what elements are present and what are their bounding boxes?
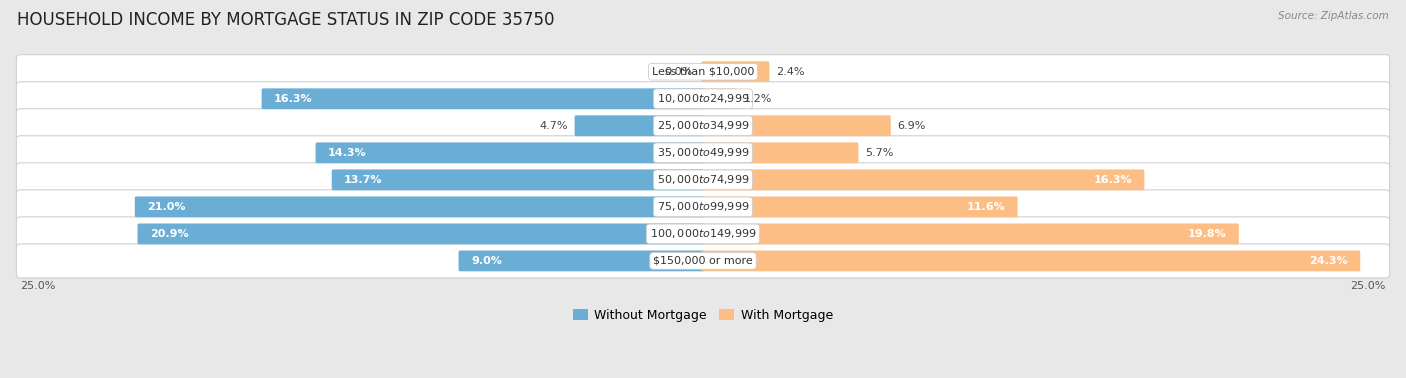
Text: 25.0%: 25.0% <box>1350 281 1385 291</box>
FancyBboxPatch shape <box>17 217 1389 251</box>
Text: 19.8%: 19.8% <box>1188 229 1226 239</box>
FancyBboxPatch shape <box>138 223 704 244</box>
Text: 9.0%: 9.0% <box>471 256 502 266</box>
Text: 20.9%: 20.9% <box>150 229 188 239</box>
FancyBboxPatch shape <box>17 136 1389 170</box>
Text: 21.0%: 21.0% <box>148 202 186 212</box>
Text: $25,000 to $34,999: $25,000 to $34,999 <box>657 119 749 132</box>
FancyBboxPatch shape <box>17 244 1389 278</box>
Text: Source: ZipAtlas.com: Source: ZipAtlas.com <box>1278 11 1389 21</box>
FancyBboxPatch shape <box>17 163 1389 197</box>
FancyBboxPatch shape <box>702 143 859 163</box>
Text: $10,000 to $24,999: $10,000 to $24,999 <box>657 92 749 105</box>
Text: 2.4%: 2.4% <box>776 67 804 77</box>
FancyBboxPatch shape <box>702 61 769 82</box>
Text: 16.3%: 16.3% <box>274 94 312 104</box>
FancyBboxPatch shape <box>135 197 704 217</box>
FancyBboxPatch shape <box>332 169 704 190</box>
Text: 11.6%: 11.6% <box>966 202 1005 212</box>
Text: $35,000 to $49,999: $35,000 to $49,999 <box>657 146 749 159</box>
FancyBboxPatch shape <box>17 82 1389 116</box>
FancyBboxPatch shape <box>17 109 1389 143</box>
FancyBboxPatch shape <box>262 88 704 109</box>
Text: 24.3%: 24.3% <box>1309 256 1348 266</box>
FancyBboxPatch shape <box>702 223 1239 244</box>
Text: $150,000 or more: $150,000 or more <box>654 256 752 266</box>
Text: Less than $10,000: Less than $10,000 <box>652 67 754 77</box>
Text: 4.7%: 4.7% <box>540 121 568 131</box>
FancyBboxPatch shape <box>17 190 1389 224</box>
FancyBboxPatch shape <box>575 115 704 136</box>
FancyBboxPatch shape <box>458 251 704 271</box>
Text: $50,000 to $74,999: $50,000 to $74,999 <box>657 174 749 186</box>
Text: $100,000 to $149,999: $100,000 to $149,999 <box>650 228 756 240</box>
FancyBboxPatch shape <box>702 197 1018 217</box>
Text: 14.3%: 14.3% <box>328 148 367 158</box>
Text: HOUSEHOLD INCOME BY MORTGAGE STATUS IN ZIP CODE 35750: HOUSEHOLD INCOME BY MORTGAGE STATUS IN Z… <box>17 11 554 29</box>
FancyBboxPatch shape <box>702 115 891 136</box>
FancyBboxPatch shape <box>315 143 704 163</box>
Text: 16.3%: 16.3% <box>1094 175 1132 185</box>
FancyBboxPatch shape <box>702 88 737 109</box>
FancyBboxPatch shape <box>702 169 1144 190</box>
Text: 5.7%: 5.7% <box>865 148 893 158</box>
Text: $75,000 to $99,999: $75,000 to $99,999 <box>657 200 749 213</box>
Text: 6.9%: 6.9% <box>897 121 925 131</box>
Text: 25.0%: 25.0% <box>21 281 56 291</box>
Text: 1.2%: 1.2% <box>744 94 772 104</box>
Text: 0.0%: 0.0% <box>664 67 692 77</box>
Legend: Without Mortgage, With Mortgage: Without Mortgage, With Mortgage <box>568 304 838 327</box>
Text: 13.7%: 13.7% <box>344 175 382 185</box>
FancyBboxPatch shape <box>17 55 1389 89</box>
FancyBboxPatch shape <box>702 251 1360 271</box>
